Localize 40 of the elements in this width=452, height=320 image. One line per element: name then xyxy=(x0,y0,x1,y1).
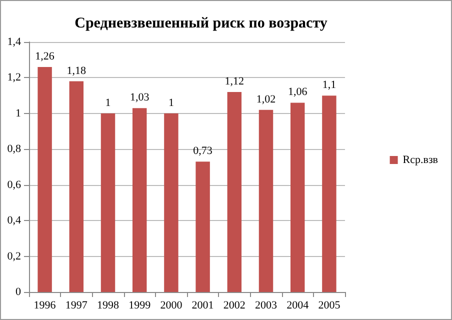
data-label: 1,12 xyxy=(224,76,244,88)
bar xyxy=(69,81,84,292)
y-tick-label: 1 xyxy=(16,107,21,120)
x-tick-label: 2005 xyxy=(318,300,341,312)
bar xyxy=(164,113,178,292)
x-tick-label: 2002 xyxy=(223,300,246,312)
chart-title: Средневзвешенный риск по возрасту xyxy=(74,16,328,32)
data-label: 1,06 xyxy=(288,86,308,98)
data-label: 1,26 xyxy=(35,50,55,62)
x-tick-label: 1998 xyxy=(97,300,120,312)
data-label: 1,1 xyxy=(322,79,336,92)
y-tick-label: 0 xyxy=(16,286,22,298)
legend-label: Rср.взв xyxy=(402,154,438,166)
y-tick-label: 1,4 xyxy=(7,36,22,48)
x-tick-label: 2001 xyxy=(192,300,214,312)
y-tick-label: 1,2 xyxy=(7,72,21,84)
data-label: 1,02 xyxy=(256,93,276,106)
x-tick-label: 1999 xyxy=(128,300,152,312)
x-tick-label: 2000 xyxy=(160,300,183,312)
x-tick-label: 2004 xyxy=(286,300,310,312)
bar xyxy=(227,92,242,292)
bar xyxy=(132,108,147,292)
x-tick-label: 2003 xyxy=(255,300,278,312)
data-label: 1,18 xyxy=(66,64,87,77)
data-label: 1,03 xyxy=(130,92,150,104)
bar xyxy=(322,96,336,292)
bar xyxy=(38,67,52,292)
x-tick-label: 1996 xyxy=(34,300,56,312)
y-tick-label: 0,8 xyxy=(7,143,22,156)
y-tick-label: 0,2 xyxy=(7,250,21,262)
bar xyxy=(290,102,305,292)
y-tick-label: 0,6 xyxy=(7,178,22,191)
bar xyxy=(196,162,210,292)
data-label: 0,73 xyxy=(193,145,213,158)
data-label: 1 xyxy=(105,96,111,109)
bar xyxy=(258,110,274,292)
bar xyxy=(100,113,116,292)
x-tick-label: 1997 xyxy=(65,300,88,312)
y-tick-label: 0,4 xyxy=(7,214,22,227)
data-label: 1 xyxy=(168,96,174,109)
